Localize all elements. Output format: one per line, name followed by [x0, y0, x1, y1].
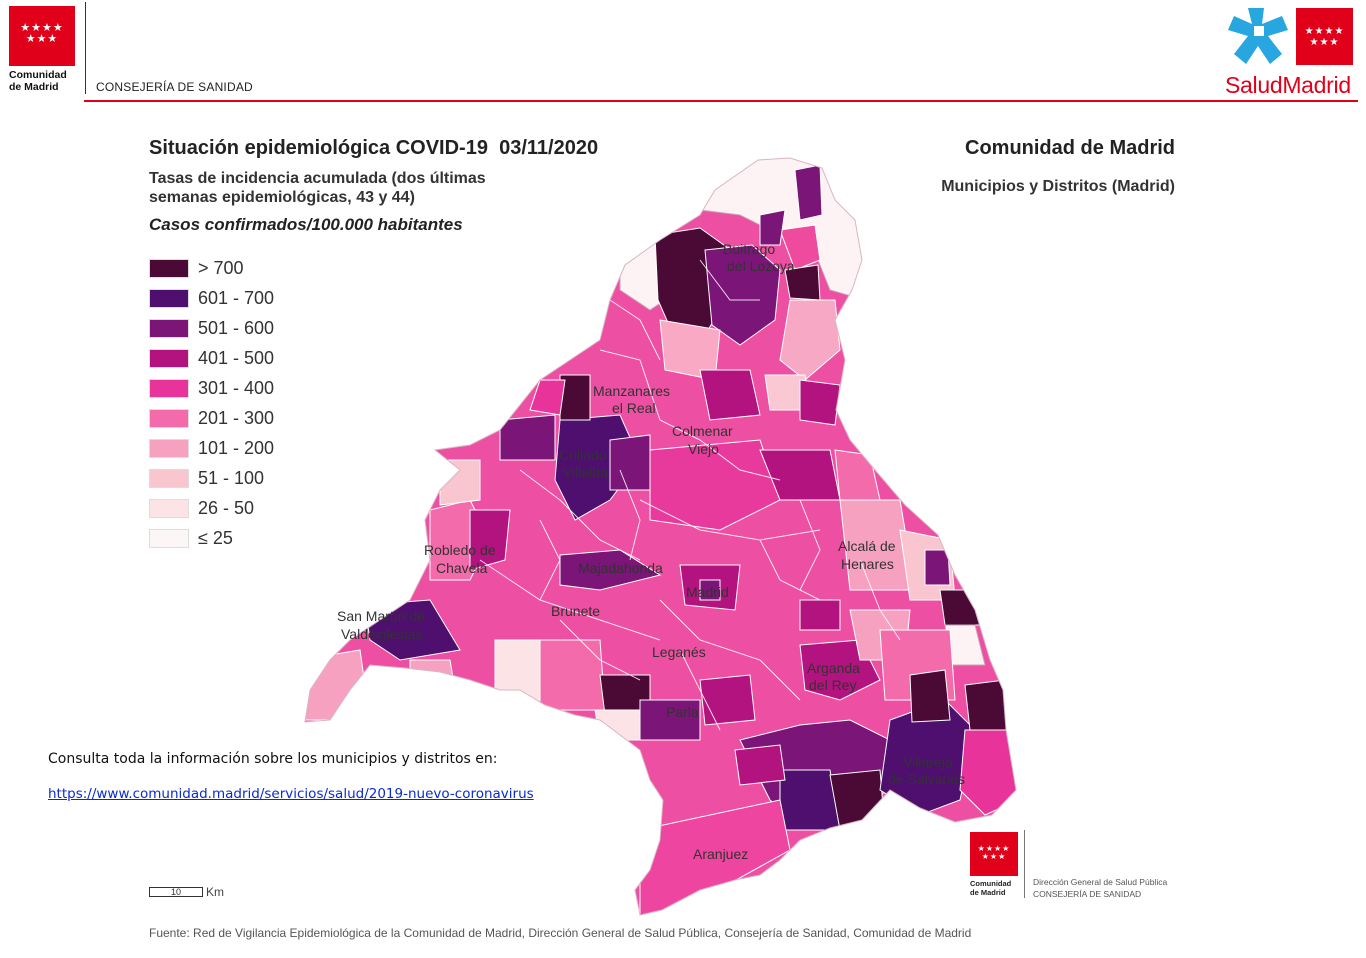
scale-bar-box: 10: [149, 887, 203, 897]
footer-org-line2: de Madrid: [970, 888, 1006, 897]
label-sanmartin-1: San Martín de: [337, 608, 425, 624]
label-majadahonda: Majadahonda: [578, 560, 663, 576]
header-department: CONSEJERÍA DE SANIDAD: [96, 80, 253, 94]
label-parla: Parla: [666, 704, 699, 720]
brand-madrid: Madrid: [1282, 72, 1351, 98]
header-org-name: Comunidad de Madrid: [9, 69, 67, 93]
footer-org-line1: Comunidad: [970, 879, 1012, 888]
legend-swatch: [149, 498, 189, 518]
label-colmenar-2: Viejo: [688, 441, 719, 457]
saludmadrid-star-icon: [1224, 6, 1292, 68]
legend-swatch: [149, 528, 189, 548]
label-collado-1: Collado: [559, 447, 607, 463]
footer-flag-logo: ★★★★ ★★★: [970, 832, 1018, 876]
legend-item: 301 - 400: [149, 378, 274, 398]
label-manzanares-2: el Real: [612, 400, 656, 416]
footer-dg-text: Dirección General de Salud Pública CONSE…: [1033, 876, 1167, 900]
legend-item: ≤ 25: [149, 528, 233, 548]
legend-swatch: [149, 258, 189, 278]
label-villarejo-2: de Salvanés: [888, 771, 965, 787]
legend-label: 601 - 700: [198, 287, 275, 308]
legend-item: 26 - 50: [149, 498, 254, 518]
legend-label: 201 - 300: [198, 407, 275, 428]
legend-item: 51 - 100: [149, 468, 264, 488]
legend-swatch: [149, 468, 189, 488]
info-text: Consulta toda la información sobre los m…: [48, 751, 498, 767]
legend-label: 401 - 500: [198, 347, 275, 368]
label-collado-2: Villalba: [563, 464, 608, 480]
header-red-rule: [84, 100, 1358, 102]
saludmadrid-flag-icon: ★★★★ ★★★: [1296, 8, 1353, 65]
brand-salud: Salud: [1225, 72, 1283, 98]
scale-unit: Km: [206, 885, 224, 899]
label-madrid: Madrid: [686, 584, 729, 600]
region-subtitle: Municipios y Distritos (Madrid): [941, 178, 1175, 195]
label-manzanares-1: Manzanares: [593, 383, 670, 399]
legend-label: 301 - 400: [198, 377, 275, 398]
label-robledo-2: Chavela: [436, 560, 488, 576]
label-arganda-1: Arganda: [807, 660, 860, 676]
label-arganda-2: del Rey: [809, 677, 856, 693]
legend-swatch: [149, 348, 189, 368]
org-line1: Comunidad: [9, 69, 67, 81]
comunidad-madrid-flag-logo: ★★★★ ★★★: [9, 6, 75, 66]
footer-dg-line2: CONSEJERÍA DE SANIDAD: [1033, 889, 1142, 899]
legend-item: 401 - 500: [149, 348, 274, 368]
subtitle-line1: Tasas de incidencia acumulada (dos últim…: [149, 170, 486, 187]
footer-divider: [1024, 830, 1025, 898]
org-line2: de Madrid: [9, 81, 59, 93]
legend-label: 51 - 100: [198, 467, 265, 488]
map-municipalities: [305, 158, 1016, 915]
legend-swatch: [149, 288, 189, 308]
label-brunete: Brunete: [551, 603, 600, 619]
label-alcala-2: Henares: [841, 556, 894, 572]
saludmadrid-flag-stars: ★★★★ ★★★: [1304, 26, 1345, 48]
legend-swatch: [149, 408, 189, 428]
saludmadrid-wordmark: SaludMadrid: [1225, 72, 1351, 99]
footer-dg-line1: Dirección General de Salud Pública: [1033, 877, 1168, 887]
map-subtitle: Tasas de incidencia acumulada (dos últim…: [149, 169, 486, 207]
legend-swatch: [149, 438, 189, 458]
units-label: Casos confirmados/100.000 habitantes: [149, 215, 463, 234]
footer-org-name: Comunidad de Madrid: [970, 879, 1011, 897]
label-villarejo-1: Villarejo: [903, 754, 953, 770]
legend-label: 501 - 600: [198, 317, 275, 338]
legend-label: ≤ 25: [198, 527, 233, 548]
legend-swatch: [149, 378, 189, 398]
region-outline: [304, 157, 1017, 916]
map-title: Situación epidemiológica COVID-19 03/11/…: [149, 137, 599, 159]
legend-swatch: [149, 318, 189, 338]
legend-item: 201 - 300: [149, 408, 274, 428]
legend-item: 501 - 600: [149, 318, 274, 338]
info-link[interactable]: https://www.comunidad.madrid/servicios/s…: [48, 786, 534, 802]
header-divider: [85, 2, 86, 94]
scale-bar: 10 Km: [149, 885, 224, 899]
label-lozoya: del Lozoya: [727, 258, 795, 274]
legend-item: 601 - 700: [149, 288, 274, 308]
legend-item: > 700: [149, 258, 244, 278]
flag-stars: ★★★★ ★★★: [20, 22, 64, 45]
source-note: Fuente: Red de Vigilancia Epidemiológica…: [149, 926, 972, 940]
legend-item: 101 - 200: [149, 438, 274, 458]
footer-flag-stars: ★★★★ ★★★: [977, 844, 1011, 861]
legend-label: 101 - 200: [198, 437, 275, 458]
legend-label: > 700: [198, 257, 244, 278]
region-title: Comunidad de Madrid: [965, 137, 1175, 159]
label-alcala-1: Alcalá de: [838, 538, 896, 554]
label-buitrago: Buitrago: [723, 241, 775, 257]
label-aranjuez: Aranjuez: [693, 846, 748, 862]
subtitle-line2: semanas epidemiológicas, 43 y 44): [149, 189, 415, 206]
legend-label: 26 - 50: [198, 497, 255, 518]
label-sanmartin-2: Valdeiglesias: [341, 626, 422, 642]
label-leganes: Leganés: [652, 644, 706, 660]
label-colmenar-1: Colmenar: [672, 423, 733, 439]
label-robledo-1: Robledo de: [424, 542, 496, 558]
